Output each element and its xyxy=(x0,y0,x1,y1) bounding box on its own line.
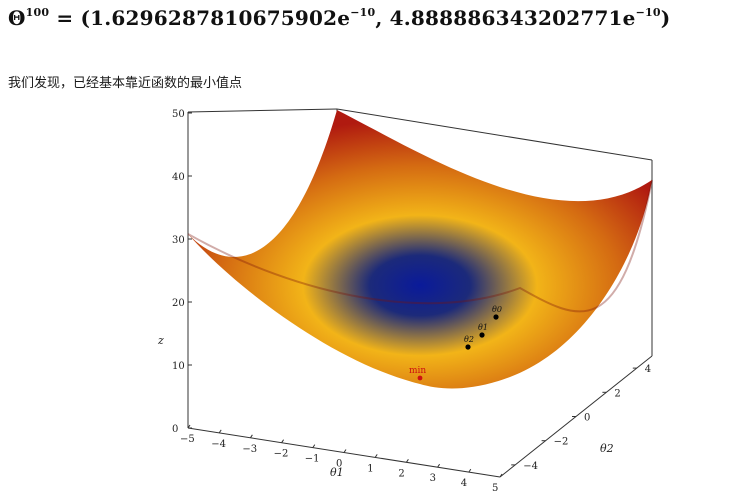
theta-exponent-2: −10 xyxy=(635,6,661,19)
x-tick-label: 3 xyxy=(430,473,436,484)
box-edge-top-back-right xyxy=(336,108,653,161)
caption-text: 我们发现，已经基本靠近函数的最小值点 xyxy=(8,76,243,91)
x-tick-mark xyxy=(249,434,253,439)
x-tick-mark xyxy=(218,429,222,434)
x-tick-label: 1 xyxy=(367,463,373,474)
y-tick-label: 0 xyxy=(584,413,590,424)
bowl-rim-shadow xyxy=(187,179,653,313)
x-tick-label: −5 xyxy=(180,434,195,445)
theta-value-2: 4.888886343202771e xyxy=(389,6,636,30)
z-tick-label: 20 xyxy=(172,298,185,309)
x-tick-mark xyxy=(374,454,378,458)
close-paren: ) xyxy=(660,6,671,30)
x-tick-label: 2 xyxy=(398,468,404,479)
box-edge-top-back-left xyxy=(187,108,338,113)
theta-symbol: Θ xyxy=(8,6,26,30)
x-tick-label: 0 xyxy=(336,459,342,470)
y-axis-ticks: −4 −2 0 2 4 xyxy=(511,364,651,472)
x-tick-label: 5 xyxy=(492,483,498,492)
descent-points: θ0 θ1 θ2 min xyxy=(409,305,502,381)
x-tick-label: −3 xyxy=(242,444,257,455)
x-tick-mark xyxy=(405,459,409,463)
x-tick-label: −2 xyxy=(274,449,289,460)
x-axis-ticks: −5 −4 −3 −2 −1 0 1 2 3 4 5 xyxy=(180,424,503,492)
descent-point-label: θ2 xyxy=(464,335,474,344)
y-tick-label: 4 xyxy=(645,364,651,375)
z-tick-label: 30 xyxy=(172,235,185,246)
descent-point-marker xyxy=(479,332,485,338)
x-tick-mark xyxy=(281,439,285,443)
x-tick-mark xyxy=(499,473,503,478)
theta-exponent-1: −10 xyxy=(350,6,376,19)
min-point-marker xyxy=(417,375,423,381)
y-tick-label: −2 xyxy=(554,437,569,448)
bowl-surface xyxy=(188,110,652,389)
x-tick-label: 4 xyxy=(461,478,467,489)
min-point-label: min xyxy=(409,366,426,376)
z-tick-label: 50 xyxy=(172,109,185,120)
equation: Θ100 = (1.6296287810675902e−10, 4.888886… xyxy=(8,6,743,36)
descent-point-marker xyxy=(465,344,471,350)
z-axis-label: z xyxy=(157,334,164,347)
x-tick-mark xyxy=(312,444,316,448)
y-axis-label: θ2 xyxy=(600,442,614,455)
z-tick-label: 0 xyxy=(172,424,178,435)
z-axis-ticks: 0 10 20 30 40 50 xyxy=(172,109,192,435)
x-axis-label: θ1 xyxy=(330,466,344,479)
x-tick-mark xyxy=(468,468,472,473)
y-tick-label: −4 xyxy=(523,461,538,472)
descent-point-label: θ0 xyxy=(492,305,502,314)
iteration-superscript: 100 xyxy=(25,6,50,19)
x-tick-mark xyxy=(343,449,347,453)
y-tick-label: 2 xyxy=(614,388,620,399)
descent-point-label: θ1 xyxy=(478,323,488,332)
z-tick-label: 40 xyxy=(172,172,185,183)
theta-value-1: 1.6296287810675902e xyxy=(90,6,351,30)
value-separator: , xyxy=(375,6,390,30)
z-tick-label: 10 xyxy=(172,361,185,372)
descent-point-marker xyxy=(493,314,499,320)
x-tick-label: −1 xyxy=(305,454,320,465)
x-tick-label: −4 xyxy=(211,439,226,450)
equals-sign: = ( xyxy=(49,6,91,30)
x-tick-mark xyxy=(437,463,441,468)
